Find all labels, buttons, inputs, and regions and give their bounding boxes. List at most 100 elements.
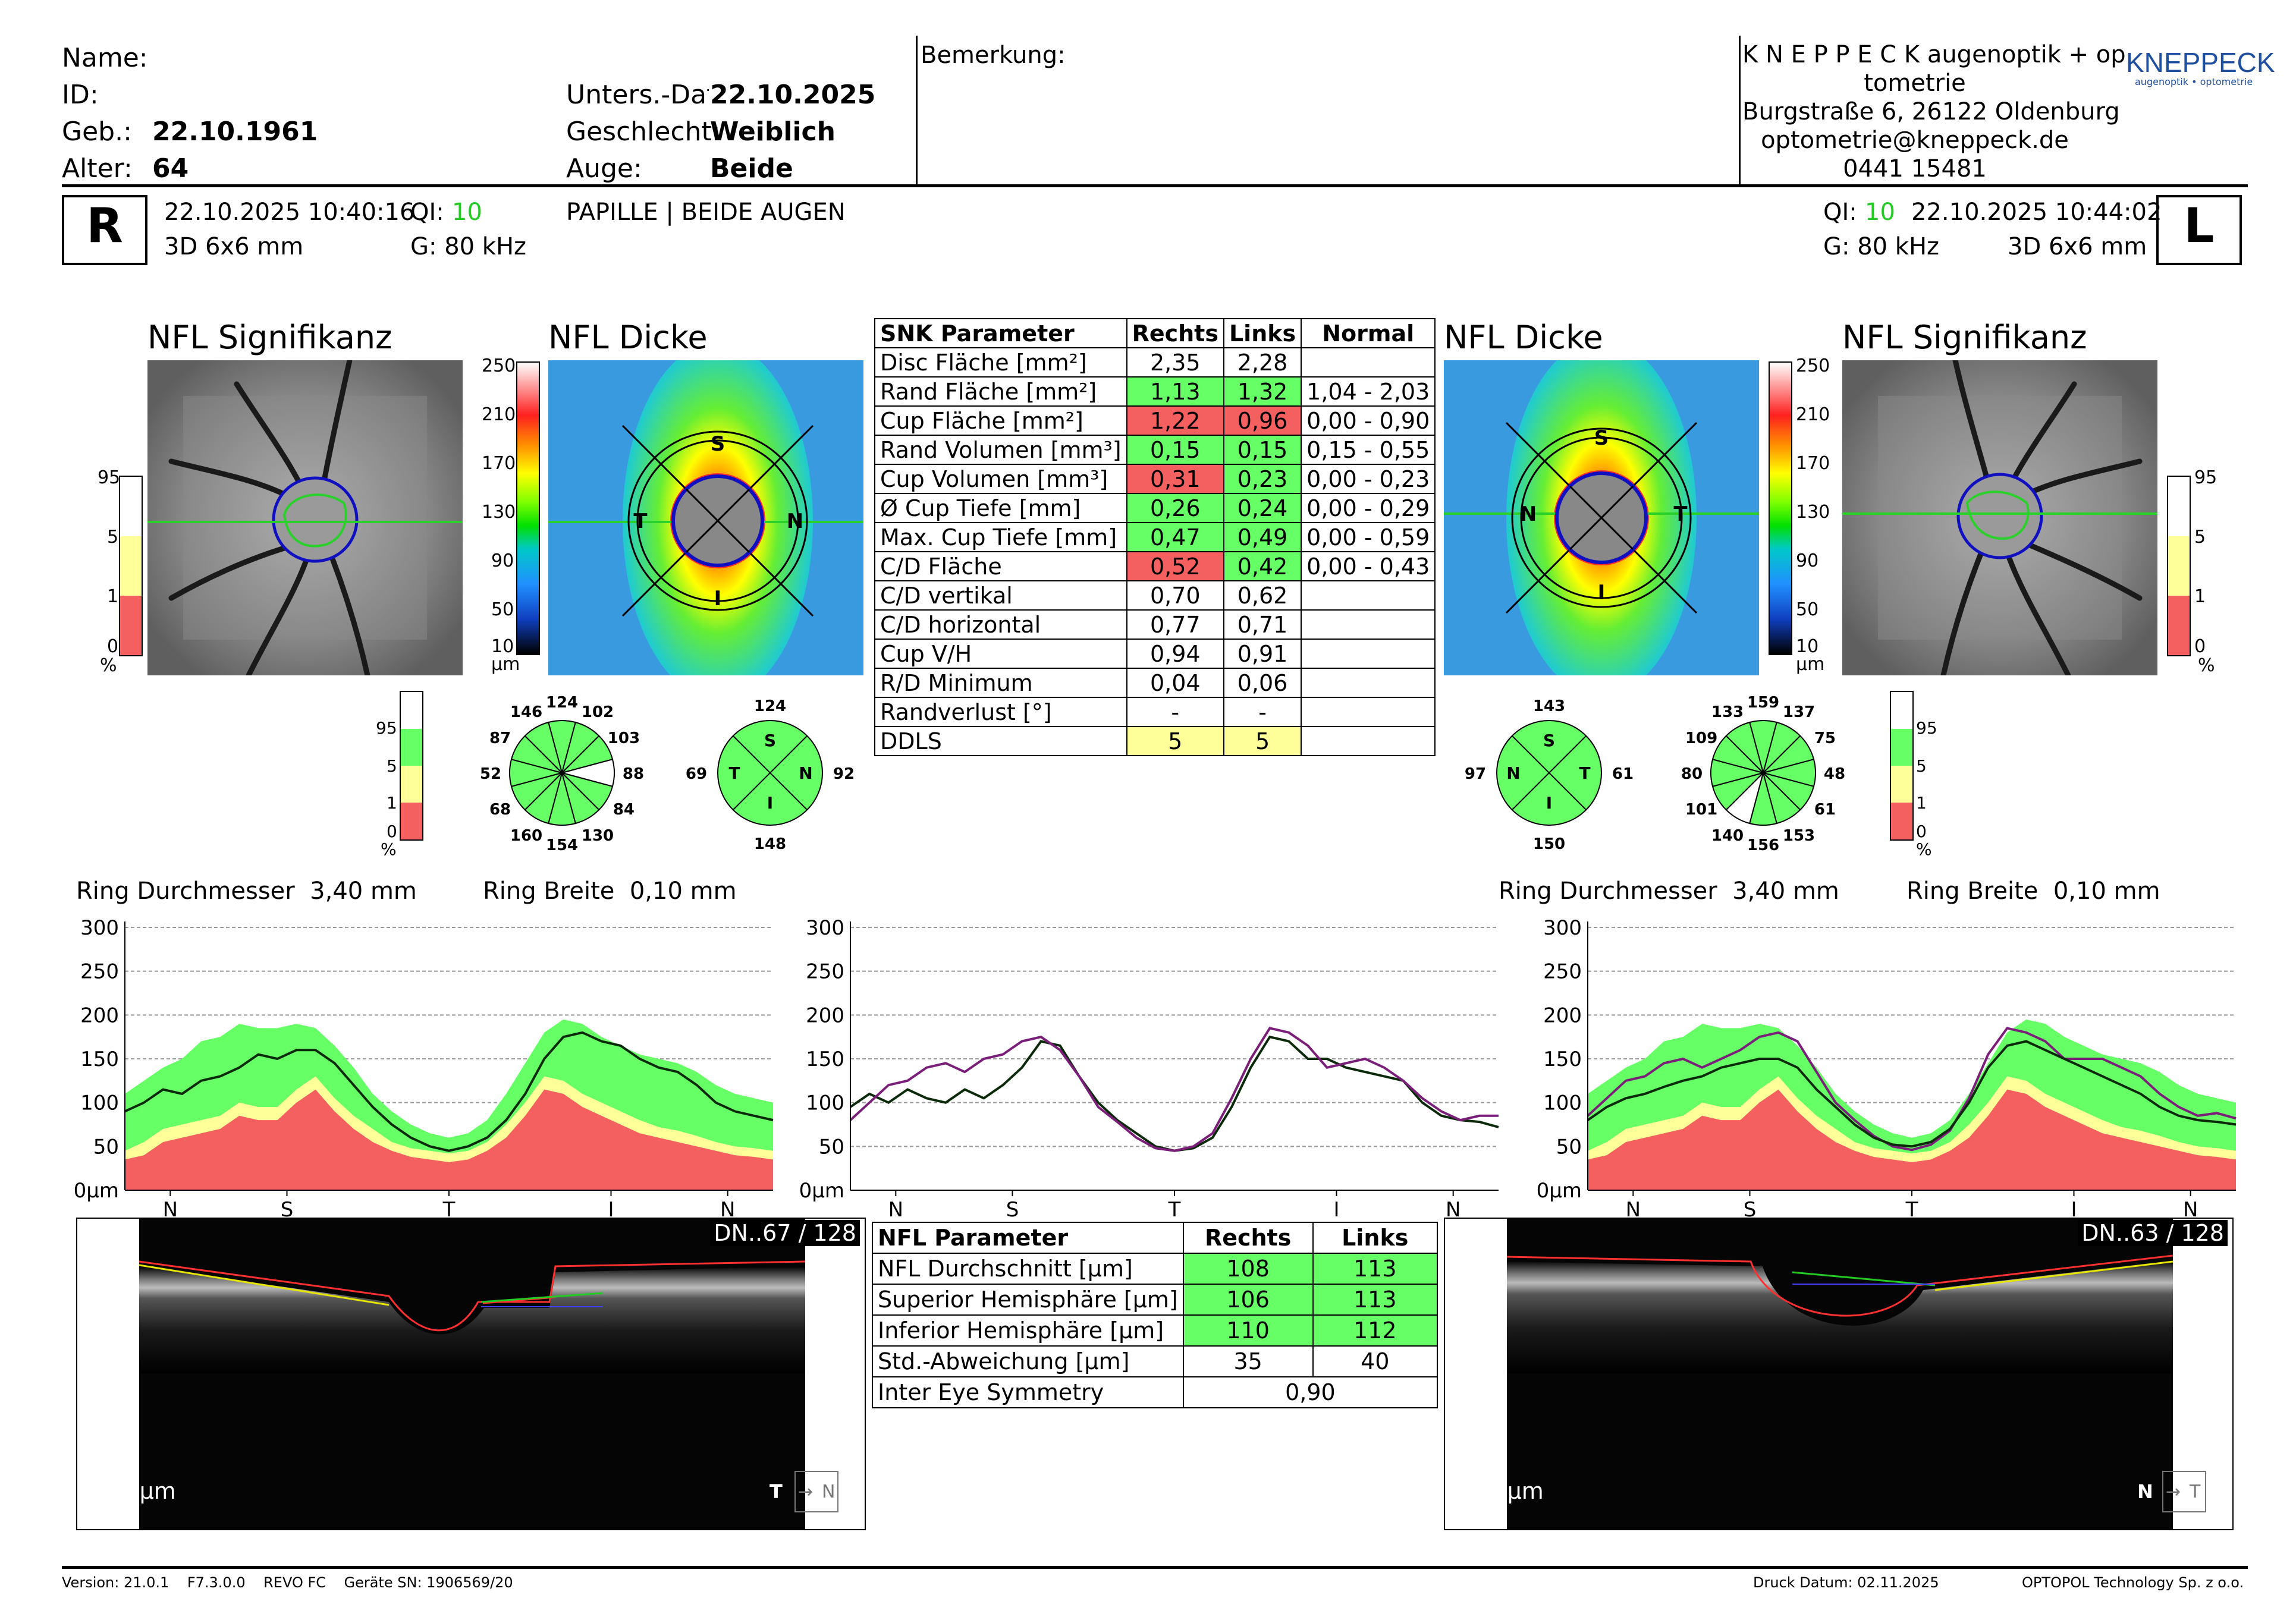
snk-cell-label: Rand Volumen [mm³] bbox=[874, 435, 1127, 465]
left-bscan-direction-icon: → T bbox=[2162, 1471, 2206, 1512]
left-fundus-image bbox=[1842, 360, 2157, 675]
clock-value: 101 bbox=[1685, 801, 1717, 819]
x-tick-label: N bbox=[1446, 1198, 1460, 1219]
snk-cell-r: 0,15 bbox=[1126, 435, 1224, 465]
colorbar-tick: 170 bbox=[1796, 453, 1830, 474]
nfl-header: NFL Parameter bbox=[872, 1222, 1184, 1254]
left-bscan-image bbox=[1507, 1219, 2173, 1529]
scale-tick: 1 bbox=[107, 586, 119, 607]
snk-row: Randverlust [°] - - bbox=[874, 697, 1436, 727]
snk-row: DDLS 5 5 bbox=[874, 726, 1436, 756]
right-bscan-image bbox=[139, 1219, 805, 1529]
left-thickness-colorbar bbox=[1769, 361, 1792, 655]
right-scan-mode: 3D 6x6 mm bbox=[164, 233, 304, 260]
x-tick-label: N bbox=[2183, 1198, 2198, 1219]
snk-cell-r: 0,04 bbox=[1126, 668, 1224, 698]
colorbar-unit: µm bbox=[1796, 654, 1825, 675]
snk-row: C/D horizontal 0,77 0,71 bbox=[874, 609, 1436, 640]
left-bscan-scale-bar: 200 µm bbox=[1457, 1478, 1544, 1504]
nfl-cell-label: NFL Durchschnitt [µm] bbox=[872, 1253, 1184, 1285]
colorbar-tick: 250 bbox=[482, 356, 516, 376]
snk-cell-label: C/D Fläche bbox=[874, 551, 1127, 581]
ring-width-label: Ring Breite bbox=[483, 877, 615, 905]
nfl-cell-l: 113 bbox=[1312, 1253, 1438, 1285]
scale-tick: 95 bbox=[2194, 467, 2218, 488]
map-label-inferior: I bbox=[714, 587, 722, 611]
clock-value: 146 bbox=[510, 703, 542, 721]
right-tsnit-chart: 300 250 200 150 100 50 0µm N S T I N bbox=[74, 916, 774, 1219]
ring-diameter-value: 3,40 mm bbox=[1732, 877, 1839, 905]
y-tick-label: 250 bbox=[806, 960, 844, 984]
snk-row: Disc Fläche [mm²] 2,35 2,28 bbox=[874, 347, 1436, 378]
snk-row: Max. Cup Tiefe [mm] 0,47 0,49 0,00 - 0,59 bbox=[874, 522, 1436, 552]
map-label-nasal: N bbox=[787, 509, 803, 533]
snk-cell-l: 0,23 bbox=[1223, 464, 1302, 494]
series-line-links bbox=[849, 1027, 1499, 1152]
snk-row: Ø Cup Tiefe [mm] 0,26 0,24 0,00 - 0,29 bbox=[874, 493, 1436, 523]
snk-row: Rand Volumen [mm³] 0,15 0,15 0,15 - 0,55 bbox=[874, 435, 1436, 465]
left-qi-label: QI: bbox=[1823, 199, 1857, 226]
right-bscan-dir-from: T bbox=[769, 1480, 783, 1503]
nfl-row: Superior Hemisphäre [µm] 106 113 bbox=[872, 1284, 1438, 1316]
clock-value: 124 bbox=[546, 694, 578, 712]
footer-divider bbox=[62, 1566, 2248, 1569]
right-bscan-slice-label: DN..67 / 128 bbox=[710, 1220, 860, 1246]
quadrant-value: 69 bbox=[686, 765, 707, 783]
left-quadrant-diagram: S 143 I 150 N 97 T 61 bbox=[1465, 697, 1634, 853]
left-scan-mode: 3D 6x6 mm bbox=[2008, 233, 2147, 260]
right-nfl-thickness-title: NFL Dicke bbox=[548, 319, 708, 356]
ring-diameter-value: 3,40 mm bbox=[310, 877, 417, 905]
snk-header: SNK Parameter bbox=[874, 318, 1127, 348]
clock-value: 156 bbox=[1747, 836, 1779, 854]
snk-cell-label: DDLS bbox=[874, 726, 1127, 756]
scale-tick: 0 bbox=[1916, 822, 1927, 841]
right-clock-scale bbox=[400, 691, 423, 841]
snk-cell-l: - bbox=[1223, 697, 1302, 727]
nfl-header: Rechts bbox=[1182, 1222, 1314, 1254]
snk-cell-n bbox=[1301, 668, 1436, 698]
y-tick-label: 50 bbox=[93, 1135, 119, 1159]
dob-value: 22.10.1961 bbox=[152, 117, 318, 147]
colorbar-tick: 210 bbox=[482, 404, 516, 425]
snk-row: Cup V/H 0,94 0,91 bbox=[874, 638, 1436, 669]
snk-header-row: SNK Parameter Rechts Links Normal bbox=[874, 318, 1436, 348]
snk-row: Cup Volumen [mm³] 0,31 0,23 0,00 - 0,23 bbox=[874, 464, 1436, 494]
nfl-cell-label: Superior Hemisphäre [µm] bbox=[872, 1284, 1184, 1316]
x-tick-label: N bbox=[720, 1198, 735, 1219]
scale-tick: 1 bbox=[1916, 793, 1927, 813]
clinic-logo-sub: augenoptik • optometrie bbox=[2135, 76, 2253, 87]
left-bscan-slice-label: DN..63 / 128 bbox=[2078, 1220, 2228, 1246]
scale-tick: 0 bbox=[387, 822, 397, 841]
left-bscan-panel: DN..63 / 128 200 µm N → T bbox=[1444, 1218, 2234, 1530]
right-ring-width: Ring Breite 0,10 mm bbox=[483, 877, 737, 905]
x-tick-label: N bbox=[163, 1198, 178, 1219]
snk-cell-r: - bbox=[1126, 697, 1224, 727]
right-significance-scale bbox=[119, 476, 143, 656]
snk-cell-l: 2,28 bbox=[1223, 347, 1302, 378]
left-nfl-significance-title: NFL Signifikanz bbox=[1842, 319, 2087, 356]
snk-cell-label: Ø Cup Tiefe [mm] bbox=[874, 493, 1127, 523]
x-tick-label: T bbox=[1168, 1198, 1181, 1219]
header-divider bbox=[62, 184, 2248, 187]
sex-value: Weiblich bbox=[710, 117, 836, 147]
snk-cell-label: Max. Cup Tiefe [mm] bbox=[874, 522, 1127, 552]
snk-cell-r: 0,52 bbox=[1126, 551, 1224, 581]
clock-value: 153 bbox=[1783, 827, 1815, 845]
colorbar-tick: 50 bbox=[491, 599, 514, 620]
colorbar-unit: µm bbox=[491, 654, 520, 675]
scale-tick: 0 bbox=[2194, 636, 2206, 657]
quadrant-value: 124 bbox=[754, 697, 786, 715]
scale-tick: 0 bbox=[107, 636, 119, 657]
x-tick-label: I bbox=[608, 1198, 614, 1219]
y-tick-label: 0µm bbox=[74, 1179, 119, 1203]
snk-cell-label: Randverlust [°] bbox=[874, 697, 1127, 727]
left-bscan-dir-to: T bbox=[2190, 1482, 2201, 1502]
ring-diameter-label: Ring Durchmesser bbox=[76, 877, 295, 905]
nfl-cell-r: 35 bbox=[1182, 1345, 1314, 1377]
quadrant-letter: T bbox=[728, 763, 740, 783]
normal-band-1 bbox=[1588, 1089, 2236, 1190]
footer-version: Version: 21.0.1 F7.3.0.0 REVO FC Geräte … bbox=[62, 1574, 513, 1591]
clock-value: 48 bbox=[1824, 765, 1845, 783]
scale-tick: 5 bbox=[1916, 756, 1927, 776]
clock-value: 88 bbox=[623, 765, 644, 783]
